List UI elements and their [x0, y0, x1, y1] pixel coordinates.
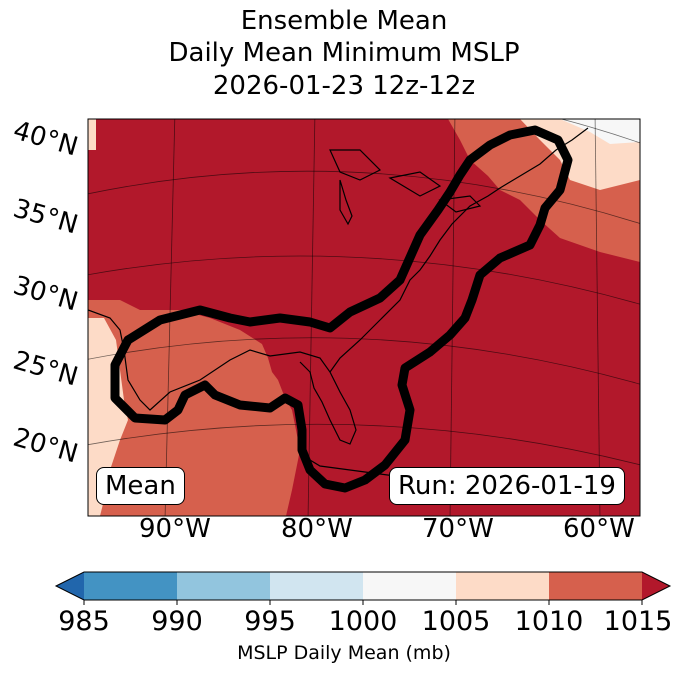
colorbar-995-1000	[270, 572, 363, 600]
region-1010-1015-southwest	[88, 300, 300, 516]
colorbar-tick-995: 995	[244, 606, 296, 637]
run-date-box: Run: 2026-01-19	[389, 467, 625, 505]
title-line-2: Daily Mean Minimum MSLP	[168, 38, 520, 68]
lon-label-90w: 90°W	[139, 514, 211, 544]
title-line-1: Ensemble Mean	[240, 6, 448, 36]
colorbar-tick-1015: 1015	[603, 606, 673, 637]
colorbar-1000-1005	[363, 572, 456, 600]
coastlines	[88, 127, 589, 479]
colorbar-985-990	[84, 572, 177, 600]
colorbar-label: MSLP Daily Mean (mb)	[237, 642, 451, 664]
lon-label-80w: 80°W	[281, 514, 353, 544]
colorbar-1010-1015	[549, 572, 642, 600]
region-1005-1010-nw	[88, 119, 96, 150]
colorbar-tick-985: 985	[58, 606, 110, 637]
lon-label-70w: 70°W	[422, 514, 494, 544]
ensemble-contour	[110, 125, 573, 493]
colorbar-tick-1010: 1010	[514, 606, 584, 637]
colorbar-over-arrow	[642, 572, 670, 600]
map-frame	[87, 118, 641, 517]
colorbar-1005-1010	[456, 572, 549, 600]
mean-label-box: Mean	[96, 467, 185, 505]
region-1000-1005-ne	[560, 119, 640, 144]
colorbar-990-995	[177, 572, 270, 600]
colorbar-tick-990: 990	[151, 606, 203, 637]
lon-label-60w: 60°W	[563, 514, 635, 544]
graticule	[88, 119, 640, 516]
colorbar-tick-1000: 1000	[328, 606, 398, 637]
colorbar-tick-1005: 1005	[421, 606, 491, 637]
title-line-3: 2026-01-23 12z-12z	[212, 71, 476, 101]
colorbar-under-arrow	[56, 572, 84, 600]
